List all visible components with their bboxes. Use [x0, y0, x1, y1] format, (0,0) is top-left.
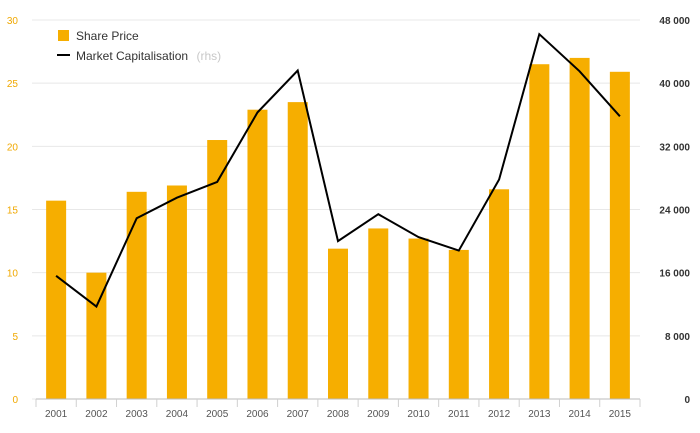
bar-2013: [529, 64, 550, 399]
bar-2002: [86, 272, 107, 399]
y-left-tick-label: 30: [7, 16, 19, 27]
line-series-market-capitalisation: [55, 32, 621, 309]
bar-2012: [489, 189, 510, 399]
y-right-tick-label: 48 000: [659, 16, 690, 27]
y-right-tick-label: 16 000: [659, 269, 690, 280]
x-tick-label: 2007: [287, 409, 310, 420]
bar-2009: [368, 228, 389, 399]
x-tick-label: 2003: [126, 409, 149, 420]
legend: Share Price Market Capitalisation (rhs): [57, 29, 221, 64]
y-left-tick-label: 0: [12, 395, 18, 406]
x-tick-label: 2006: [246, 409, 269, 420]
bar-2003: [126, 191, 147, 399]
y-left-tick-label: 10: [7, 269, 19, 280]
x-tick-label: 2005: [206, 409, 229, 420]
y-axis-left: 0 5 10 15 20 25 30: [7, 16, 19, 406]
x-tick-label: 2009: [367, 409, 390, 420]
x-tick-label: 2015: [609, 409, 632, 420]
y-left-tick-label: 25: [7, 79, 19, 90]
y-axis-right: 0 8 000 16 000 24 000 32 000 40 000 48 000: [659, 16, 690, 406]
y-right-tick-label: 32 000: [659, 142, 690, 153]
bar-2014: [569, 57, 590, 400]
x-tick-label: 2010: [407, 409, 430, 420]
x-tick-label: 2001: [45, 409, 68, 420]
y-left-tick-label: 15: [7, 206, 19, 217]
x-tick-label: 2013: [528, 409, 551, 420]
market-cap-line: [55, 32, 621, 309]
y-left-tick-label: 20: [7, 142, 19, 153]
x-tick-label: 2011: [448, 409, 470, 420]
bar-2006: [247, 109, 268, 400]
bar-2011: [448, 249, 469, 399]
bar-2007: [287, 102, 308, 399]
bar-2008: [328, 248, 348, 399]
y-left-tick-label: 5: [12, 332, 18, 343]
bar-2004: [166, 185, 187, 399]
bar-2010: [408, 238, 429, 399]
y-right-tick-label: 24 000: [659, 206, 690, 217]
legend-label-share-price: Share Price: [76, 29, 139, 43]
y-right-tick-label: 40 000: [659, 79, 690, 90]
legend-rhs-note: (rhs): [197, 49, 222, 63]
bar-2005: [207, 140, 228, 399]
legend-line-label: Market Capitalisation: [76, 49, 188, 63]
x-tick-label: 2002: [85, 409, 108, 420]
x-tick-label: 2004: [166, 409, 189, 420]
bar-2001: [46, 200, 67, 399]
x-tick-label: 2014: [568, 409, 591, 420]
x-tick-label: 2008: [327, 409, 350, 420]
bar-series-share-price: [46, 57, 630, 400]
x-axis: 2001 2002 2003 2004 2005 2006 2007 2008 2009 2010…: [35, 398, 641, 420]
bar-2015: [609, 71, 630, 400]
y-right-tick-label: 8 000: [665, 332, 690, 343]
legend-label-market-capitalisation: Market Capitalisation (rhs): [76, 47, 221, 64]
x-tick-label: 2012: [488, 409, 511, 420]
legend-swatch-share-price: [58, 30, 69, 41]
y-right-tick-label: 0: [684, 395, 690, 406]
